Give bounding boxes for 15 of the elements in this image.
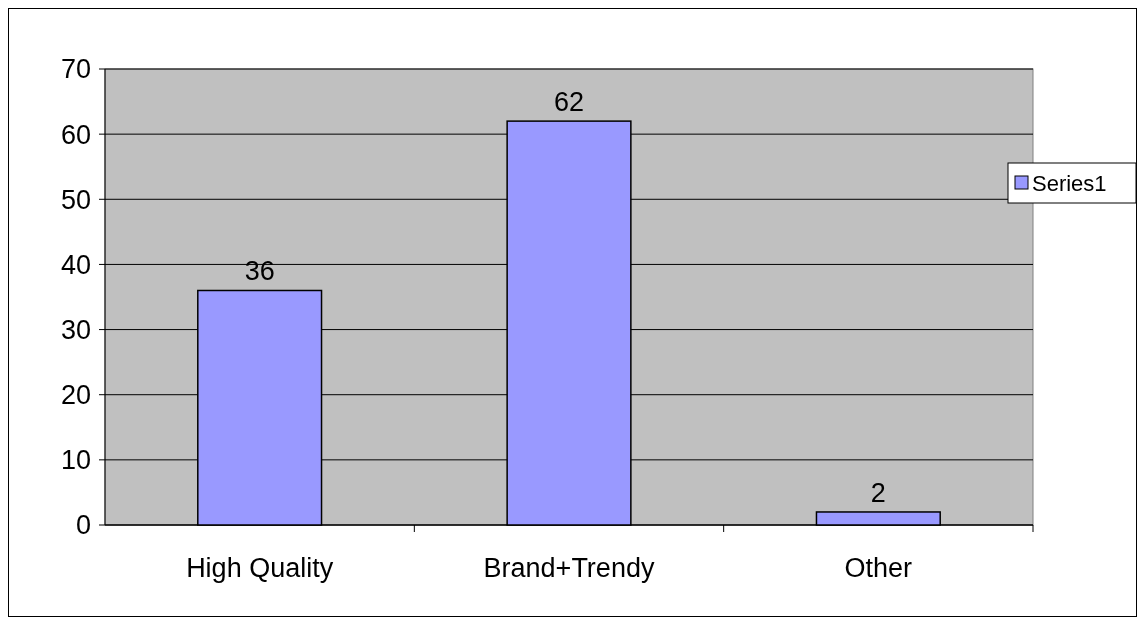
- x-tick-label: High Quality: [186, 553, 334, 583]
- y-tick-label: 20: [60, 380, 91, 411]
- data-label: 36: [244, 256, 275, 287]
- data-label: 62: [553, 87, 585, 118]
- y-tick-label: 70: [60, 54, 91, 85]
- y-tick-label: 50: [60, 184, 91, 215]
- x-tick-label: Brand+Trendy: [483, 553, 655, 583]
- y-tick-label: 10: [60, 445, 91, 476]
- y-tick-label: 0: [75, 510, 91, 541]
- data-label: 2: [870, 477, 886, 508]
- y-tick-label: 60: [60, 119, 91, 150]
- x-tick-label: Other: [844, 553, 913, 583]
- y-tick-label: 30: [60, 315, 91, 346]
- legend-label: Series1: [1032, 170, 1107, 196]
- y-tick-label: 40: [60, 249, 91, 280]
